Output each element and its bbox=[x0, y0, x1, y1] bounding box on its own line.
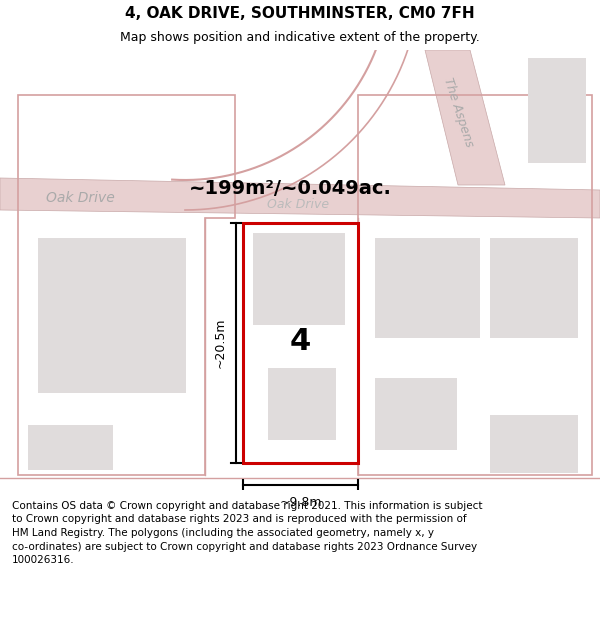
Polygon shape bbox=[425, 50, 505, 185]
Text: Contains OS data © Crown copyright and database right 2021. This information is : Contains OS data © Crown copyright and d… bbox=[12, 501, 482, 565]
Bar bbox=[528, 58, 586, 163]
Bar bbox=[375, 238, 480, 338]
Bar bbox=[490, 415, 578, 473]
Text: Oak Drive: Oak Drive bbox=[46, 191, 115, 205]
Text: ~199m²/~0.049ac.: ~199m²/~0.049ac. bbox=[188, 179, 391, 198]
Bar bbox=[375, 378, 457, 450]
Text: The Aspens: The Aspens bbox=[440, 76, 475, 148]
Bar bbox=[28, 425, 113, 470]
Text: Oak Drive: Oak Drive bbox=[267, 199, 329, 211]
Polygon shape bbox=[0, 178, 600, 218]
Text: 4: 4 bbox=[289, 328, 311, 356]
Text: ~9.8m: ~9.8m bbox=[279, 496, 322, 509]
Text: 4, OAK DRIVE, SOUTHMINSTER, CM0 7FH: 4, OAK DRIVE, SOUTHMINSTER, CM0 7FH bbox=[125, 6, 475, 21]
Bar bbox=[490, 238, 578, 338]
Bar bbox=[38, 238, 186, 393]
Text: Map shows position and indicative extent of the property.: Map shows position and indicative extent… bbox=[120, 31, 480, 44]
Bar bbox=[243, 223, 358, 463]
Text: ~20.5m: ~20.5m bbox=[214, 318, 227, 368]
Bar bbox=[253, 233, 345, 325]
Bar bbox=[268, 368, 336, 440]
